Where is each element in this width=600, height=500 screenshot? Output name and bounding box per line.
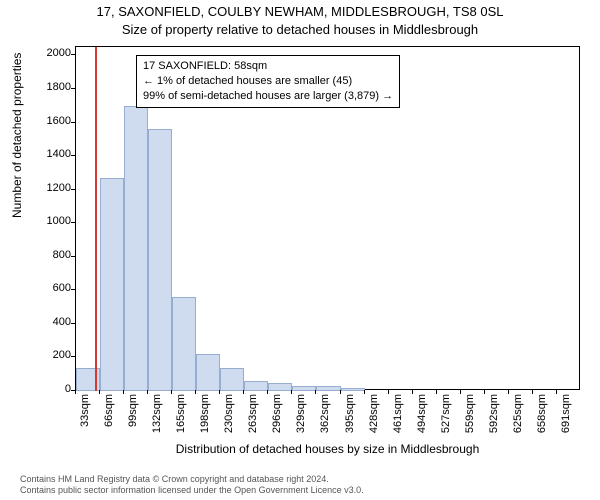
x-tick-label: 428sqm — [368, 394, 380, 440]
x-tick-mark — [508, 390, 509, 394]
x-tick-label: 329sqm — [295, 394, 307, 440]
x-tick-mark — [291, 390, 292, 394]
x-tick-mark — [267, 390, 268, 394]
info-line1: 17 SAXONFIELD: 58sqm — [143, 60, 267, 72]
histogram-bar — [148, 129, 172, 391]
x-tick-mark — [556, 390, 557, 394]
x-tick-label: 691sqm — [560, 394, 572, 440]
y-tick-label: 600 — [33, 282, 71, 294]
x-tick-label: 559sqm — [464, 394, 476, 440]
info-box: 17 SAXONFIELD: 58sqm ← 1% of detached hou… — [136, 55, 400, 108]
info-line2: ← 1% of detached houses are smaller (45) — [143, 75, 352, 87]
x-tick-label: 296sqm — [271, 394, 283, 440]
x-tick-label: 527sqm — [440, 394, 452, 440]
x-tick-mark — [460, 390, 461, 394]
x-tick-mark — [340, 390, 341, 394]
x-tick-label: 33sqm — [79, 394, 91, 440]
x-tick-mark — [243, 390, 244, 394]
plot-area: 17 SAXONFIELD: 58sqm ← 1% of detached hou… — [75, 46, 580, 390]
y-tick-label: 1200 — [33, 182, 71, 194]
y-tick-label: 800 — [33, 249, 71, 261]
x-tick-mark — [436, 390, 437, 394]
x-tick-mark — [412, 390, 413, 394]
x-tick-mark — [75, 390, 76, 394]
x-tick-label: 658sqm — [536, 394, 548, 440]
footer-line2: Contains public sector information licen… — [20, 485, 364, 495]
y-tick-label: 1000 — [33, 215, 71, 227]
info-line3: 99% of semi-detached houses are larger (… — [143, 90, 393, 102]
x-tick-mark — [484, 390, 485, 394]
y-tick-label: 200 — [33, 349, 71, 361]
histogram-bar — [268, 383, 292, 391]
y-tick-label: 1600 — [33, 115, 71, 127]
x-tick-mark — [171, 390, 172, 394]
x-tick-label: 230sqm — [223, 394, 235, 440]
x-tick-mark — [99, 390, 100, 394]
histogram-bar — [341, 388, 365, 391]
x-tick-label: 99sqm — [127, 394, 139, 440]
histogram-bar — [316, 386, 340, 391]
x-tick-label: 165sqm — [175, 394, 187, 440]
x-tick-label: 132sqm — [151, 394, 163, 440]
y-tick-label: 1400 — [33, 148, 71, 160]
histogram-bar — [244, 381, 268, 391]
histogram-bar — [124, 106, 148, 391]
y-tick-label: 2000 — [33, 47, 71, 59]
x-tick-mark — [147, 390, 148, 394]
reference-line — [95, 47, 97, 391]
x-tick-mark — [195, 390, 196, 394]
x-tick-mark — [123, 390, 124, 394]
x-tick-label: 362sqm — [319, 394, 331, 440]
histogram-bar — [196, 354, 220, 391]
x-tick-mark — [219, 390, 220, 394]
x-tick-label: 461sqm — [392, 394, 404, 440]
chart-title-main: 17, SAXONFIELD, COULBY NEWHAM, MIDDLESBR… — [0, 4, 600, 19]
x-tick-mark — [315, 390, 316, 394]
x-tick-label: 395sqm — [344, 394, 356, 440]
histogram-bar — [100, 178, 124, 391]
histogram-bar — [172, 297, 196, 391]
y-tick-label: 0 — [33, 383, 71, 395]
x-tick-mark — [532, 390, 533, 394]
x-tick-mark — [388, 390, 389, 394]
chart-container: 17, SAXONFIELD, COULBY NEWHAM, MIDDLESBR… — [0, 0, 600, 500]
y-tick-label: 400 — [33, 316, 71, 328]
x-tick-mark — [364, 390, 365, 394]
y-axis-label: Number of detached properties — [10, 53, 24, 218]
footer-attribution: Contains HM Land Registry data © Crown c… — [20, 474, 364, 497]
x-tick-label: 625sqm — [512, 394, 524, 440]
histogram-bar — [292, 386, 316, 391]
footer-line1: Contains HM Land Registry data © Crown c… — [20, 474, 329, 484]
x-tick-label: 263sqm — [247, 394, 259, 440]
x-axis-label: Distribution of detached houses by size … — [75, 442, 580, 456]
x-tick-label: 66sqm — [103, 394, 115, 440]
chart-title-sub: Size of property relative to detached ho… — [0, 22, 600, 37]
x-tick-label: 198sqm — [199, 394, 211, 440]
x-tick-label: 592sqm — [488, 394, 500, 440]
y-tick-label: 1800 — [33, 81, 71, 93]
x-tick-label: 494sqm — [416, 394, 428, 440]
histogram-bar — [220, 368, 244, 391]
